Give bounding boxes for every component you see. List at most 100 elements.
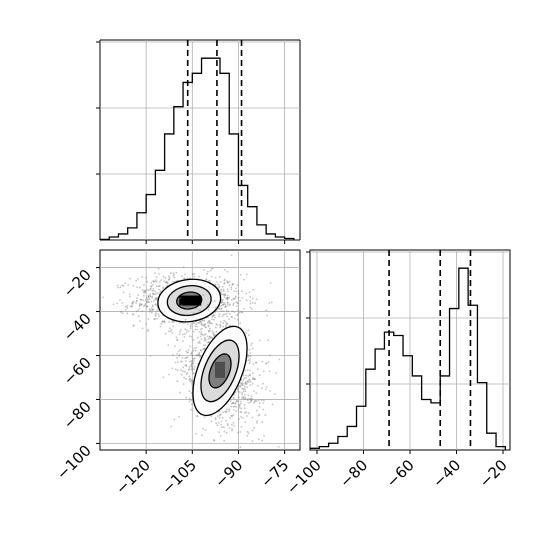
scatter-point [158, 315, 161, 318]
scatter-point [198, 354, 201, 357]
scatter-point [209, 322, 212, 325]
scatter-point [237, 302, 239, 305]
scatter-point [252, 288, 255, 291]
scatter-point [203, 333, 206, 336]
scatter-point [213, 314, 215, 317]
scatter-point [217, 283, 220, 286]
scatter-point [223, 294, 226, 296]
scatter-point [149, 295, 152, 297]
scatter-point [195, 354, 198, 357]
scatter-point [140, 298, 143, 301]
scatter-point [224, 293, 227, 296]
scatter-point [145, 276, 148, 279]
scatter-point [204, 333, 207, 335]
scatter-point [176, 338, 179, 341]
scatter-point [199, 328, 202, 331]
scatter-point [191, 351, 193, 354]
scatter-point [261, 421, 264, 424]
scatter-point [190, 365, 193, 368]
scatter-point [163, 320, 165, 323]
scatter-point [175, 336, 178, 339]
scatter-point [200, 322, 203, 324]
scatter-point [168, 278, 171, 281]
scatter-point [158, 292, 161, 294]
scatter-point [214, 284, 217, 286]
scatter-point [268, 302, 271, 304]
scatter-point [165, 280, 168, 283]
scatter-point [231, 310, 234, 312]
scatter-point [137, 294, 140, 297]
scatter-point [191, 362, 194, 365]
scatter-point [223, 278, 226, 281]
scatter-point [208, 330, 210, 333]
scatter-point [217, 422, 220, 424]
scatter-point [150, 307, 153, 309]
scatter-point [208, 306, 210, 309]
scatter-point [153, 300, 155, 302]
scatter-point [262, 370, 265, 373]
scatter-point [180, 360, 182, 363]
scatter-point [226, 408, 228, 411]
scatter-point [250, 397, 252, 400]
scatter-point [235, 290, 238, 293]
scatter-point [141, 303, 143, 306]
scatter-point [226, 297, 229, 299]
scatter-point [209, 269, 212, 272]
scatter-point [198, 320, 201, 323]
scatter-point [183, 277, 186, 280]
scatter-point [165, 281, 168, 284]
scatter-point [233, 298, 236, 300]
scatter-point [151, 297, 153, 299]
scatter-point [229, 303, 232, 306]
scatter-point [138, 286, 141, 289]
scatter-point [193, 275, 196, 278]
scatter-point [148, 308, 151, 311]
scatter-point [248, 378, 251, 381]
scatter-point [149, 288, 152, 291]
scatter-point [223, 430, 226, 433]
scatter-point [112, 303, 115, 306]
scatter-point [248, 291, 251, 294]
scatter-point [230, 288, 233, 291]
scatter-point [240, 407, 243, 410]
scatter-point [196, 415, 199, 418]
scatter-point [236, 318, 239, 321]
scatter-point [171, 320, 174, 322]
scatter-point [190, 392, 193, 394]
scatter-point [193, 322, 196, 324]
scatter-point [251, 297, 254, 300]
scatter-point [218, 431, 221, 434]
scatter-point [241, 382, 244, 385]
scatter-point [219, 325, 222, 327]
scatter-point [189, 324, 192, 327]
scatter-point [249, 352, 252, 354]
scatter-point [124, 282, 127, 284]
scatter-point [247, 359, 250, 362]
scatter-point [220, 413, 222, 416]
scatter-point [233, 311, 236, 313]
scatter-point [180, 373, 183, 376]
scatter-point [234, 301, 237, 303]
scatter-point [269, 390, 271, 392]
scatter-point [154, 298, 157, 300]
scatter-point [144, 299, 147, 301]
scatter-point [181, 356, 184, 359]
axes-layer: −120 −105 −90 −75−20−40−60−80−100 −100 −80 −60… [53, 41, 511, 498]
scatter-point [198, 322, 200, 324]
scatter-point [239, 411, 242, 413]
scatter-point [251, 301, 254, 304]
hist-p2-xtick-label-1: −80 [336, 456, 371, 491]
scatter-point [226, 297, 229, 299]
scatter-point [265, 362, 268, 365]
scatter-point [121, 284, 124, 287]
scatter-point [223, 279, 226, 282]
scatter-point [183, 321, 186, 324]
scatter-point [230, 298, 233, 301]
scatter-point [183, 277, 186, 280]
scatter-point [155, 312, 158, 314]
scatter-point [206, 341, 209, 344]
scatter-point [233, 317, 236, 320]
scatter-point [149, 293, 152, 295]
scatter-point [249, 360, 251, 362]
scatter-point [254, 378, 256, 381]
